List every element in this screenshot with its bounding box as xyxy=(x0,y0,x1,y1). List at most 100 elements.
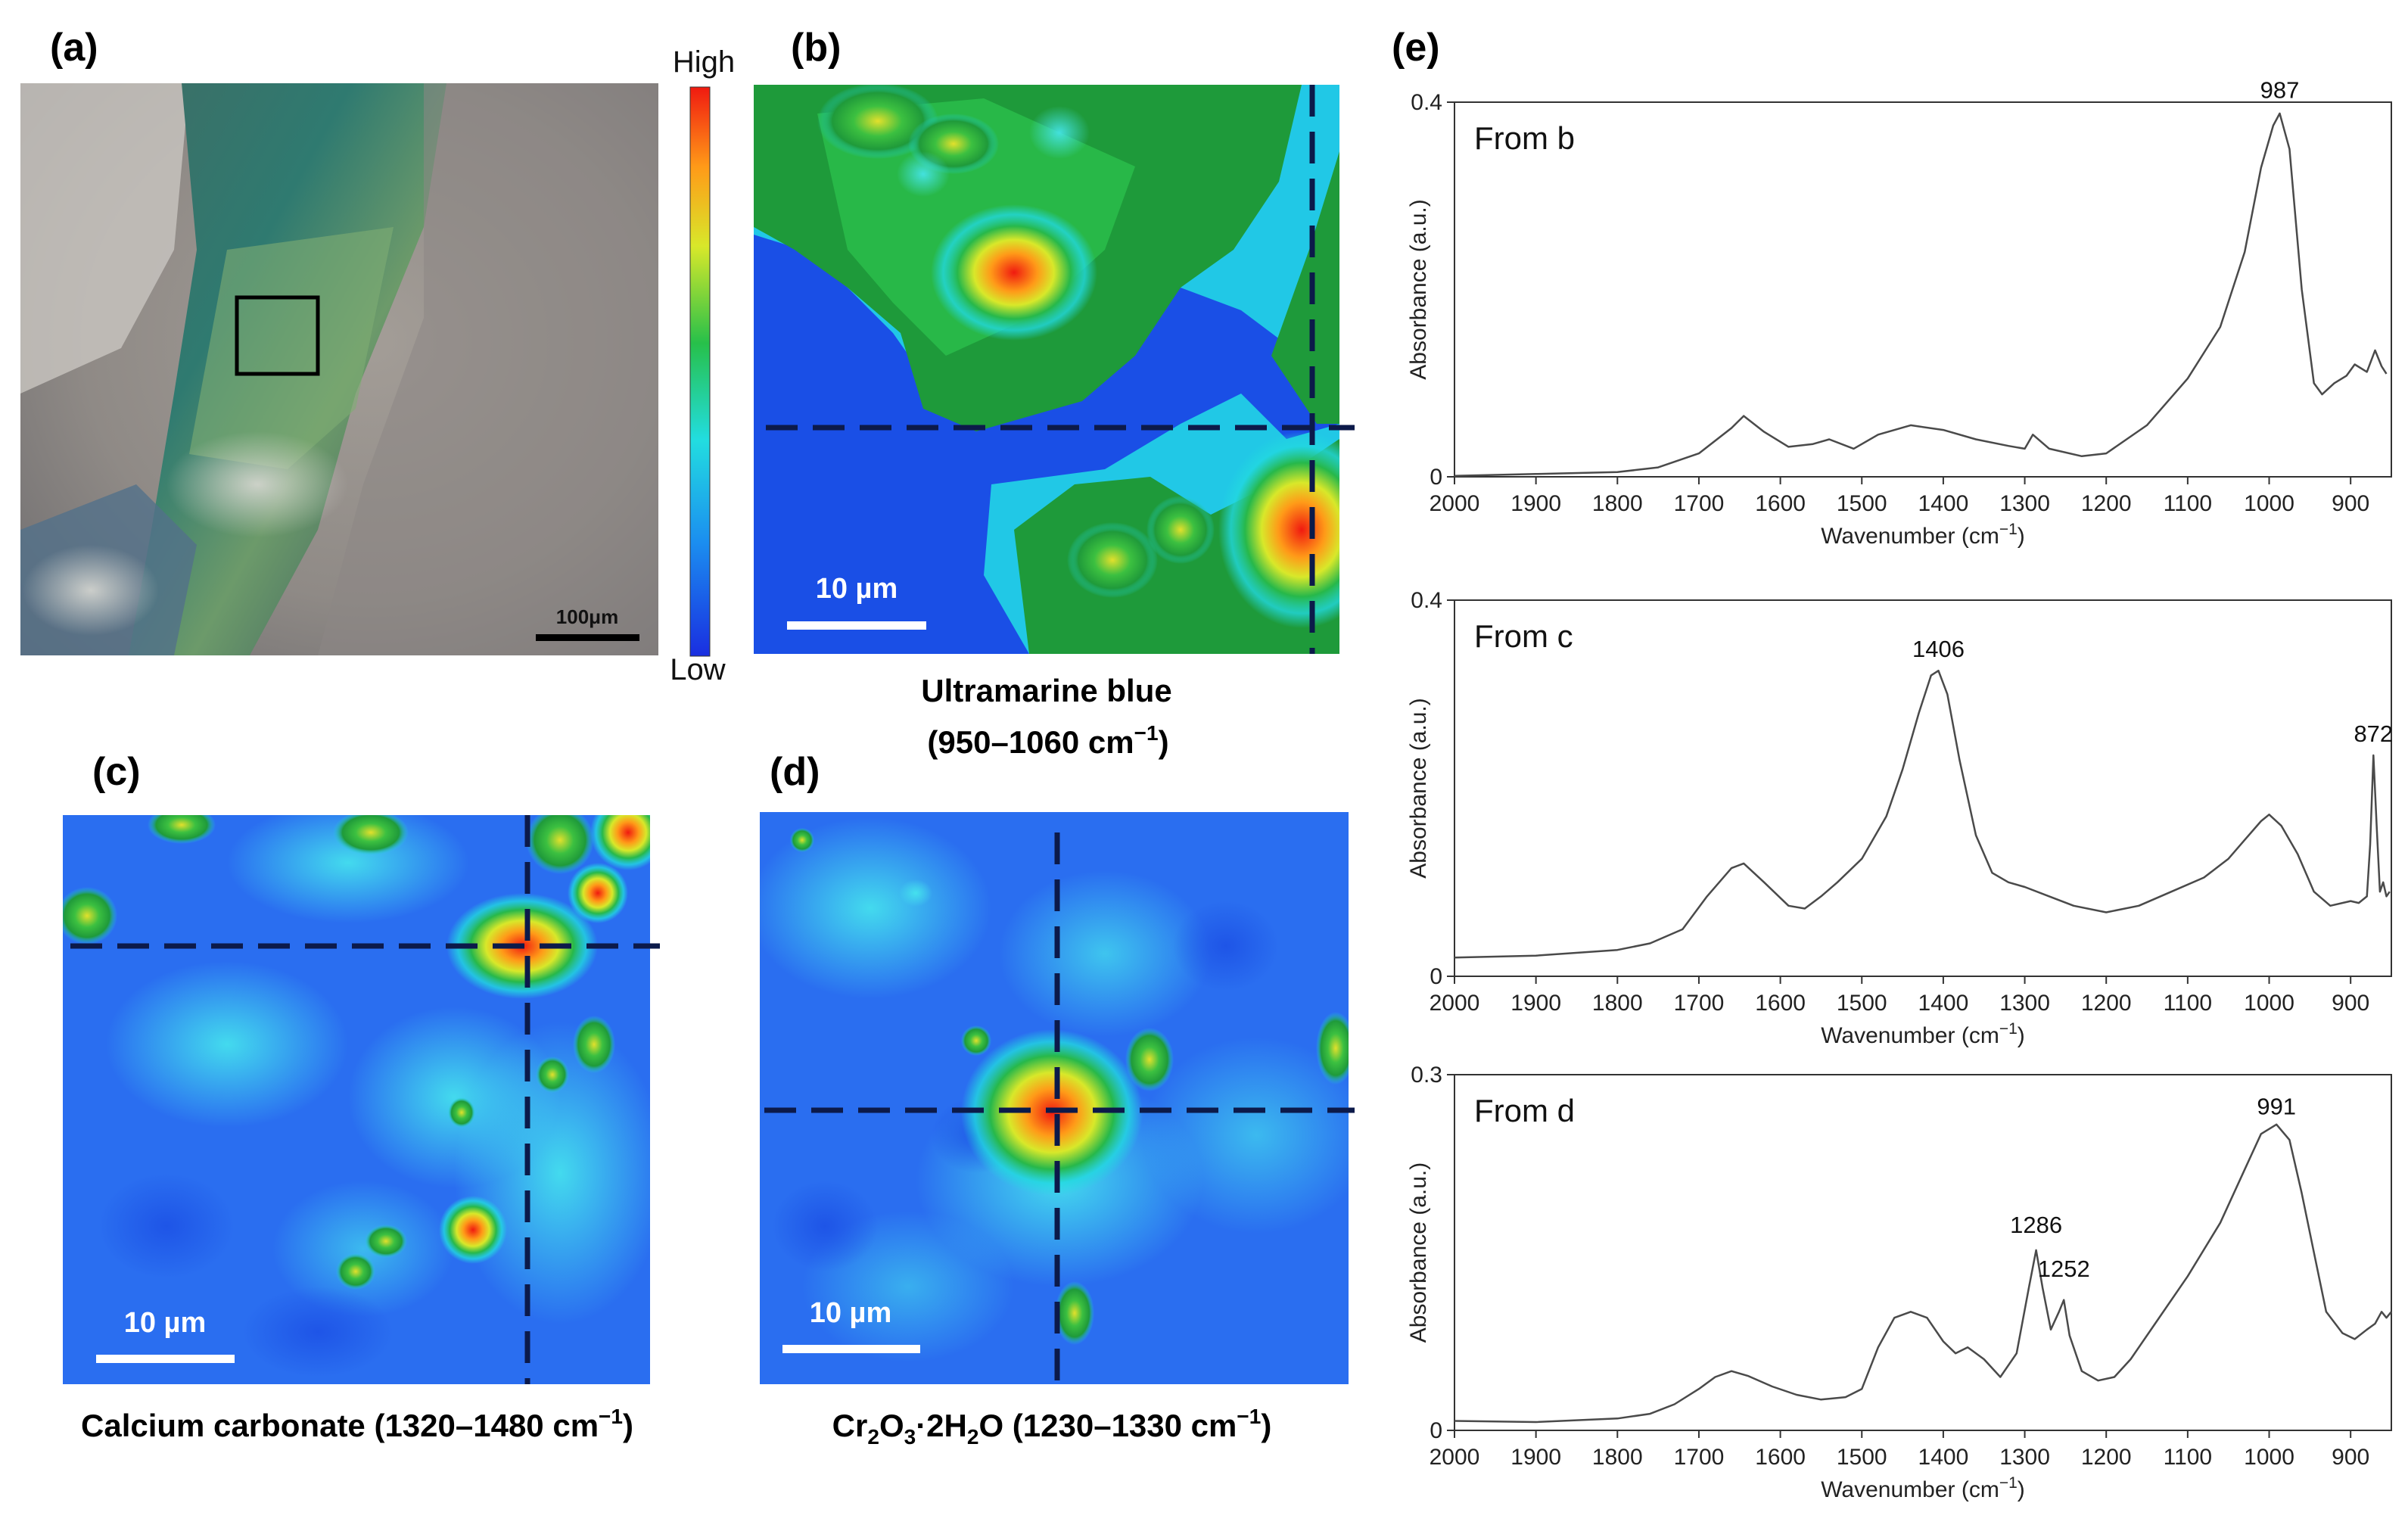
panel-a-scale-bar xyxy=(536,634,639,641)
spectrum-0-xtick-label-9: 1100 xyxy=(2164,491,2213,516)
spectrum-2-xtick-label-3: 1700 xyxy=(1674,1445,1725,1470)
spectrum-1-xtick-label-6: 1400 xyxy=(1918,991,1969,1016)
spectrum-2-spectrum-line xyxy=(1454,1123,2392,1424)
spectrum-2-xlabel-text: Wavenumber (cm xyxy=(1821,1477,1999,1502)
panel-b-caption-line2: (950–1060 cm−1) xyxy=(927,721,1168,760)
panel-d-caption-exponent: −1 xyxy=(1237,1405,1261,1428)
spectrum-1-plot-frame xyxy=(1454,599,2392,977)
spectrum-2-ytick-label-1: 0.3 xyxy=(1411,1063,1442,1088)
spectrum-1-xlabel-text: Wavenumber (cm xyxy=(1821,1023,1999,1048)
panel-b-caption-line1: Ultramarine blue xyxy=(921,673,1171,708)
panel-d-caption-sub1: 2 xyxy=(867,1425,879,1449)
spectrum-2-plot-frame xyxy=(1454,1074,2392,1431)
spectrum-2-xtick-label-7: 1300 xyxy=(1999,1445,2050,1470)
spectrum-2-xtick-label-1: 1900 xyxy=(1510,1445,1561,1470)
spectrum-1-ylabel: Absorbance (a.u.) xyxy=(1406,698,1431,878)
panel-d-caption-close: ) xyxy=(1261,1408,1271,1443)
spectrum-2-peak-label-1: 1286 xyxy=(2010,1212,2062,1238)
spectrum-2-xlabel: Wavenumber (cm−1) xyxy=(1821,1474,2025,1502)
panel-d-caption-h: ·2H xyxy=(916,1408,967,1443)
spectrum-1-xtick-label-5: 1500 xyxy=(1837,991,1887,1016)
spectrum-0-xlabel-exponent: −1 xyxy=(1999,521,2018,538)
spectrum-1-xtick-label-11: 900 xyxy=(2332,991,2369,1016)
spectrum-0-xtick-label-10: 1000 xyxy=(2244,491,2294,516)
spectrum-1-xlabel-close: ) xyxy=(2018,1023,2025,1048)
spectrum-0-xtick-label-2: 1800 xyxy=(1592,491,1643,516)
spectrum-2-xtick-label-9: 1100 xyxy=(2164,1445,2213,1470)
spectrum-0-ytick-label-1: 0.4 xyxy=(1411,90,1442,115)
spectrum-1-ytick-label-0: 0 xyxy=(1430,964,1442,989)
spectrum-1-xtick-label-10: 1000 xyxy=(2244,991,2294,1016)
spectrum-0-xtick-label-5: 1500 xyxy=(1837,491,1887,516)
spectrum-0-source-label: From b xyxy=(1474,120,1575,156)
spectrum-1-xtick-label-7: 1300 xyxy=(1999,991,2050,1016)
panel-d-caption-o: O xyxy=(879,1408,904,1443)
spectrum-2-xtick-label-2: 1800 xyxy=(1592,1445,1643,1470)
spectrum-2-peak-label-0: 991 xyxy=(2257,1094,2296,1120)
spectrum-1-xtick-label-2: 1800 xyxy=(1592,991,1643,1016)
colorbar-high-label: High xyxy=(673,45,735,79)
microscope-image xyxy=(20,83,658,655)
spectrum-1-xlabel: Wavenumber (cm−1) xyxy=(1821,1020,2025,1048)
chromium-oxide-map xyxy=(760,812,1349,1384)
spectrum-0-peak-label-0: 987 xyxy=(2260,76,2300,103)
colorbar-low-label: Low xyxy=(670,653,725,686)
spectrum-0-ylabel: Absorbance (a.u.) xyxy=(1406,199,1431,379)
spectrum-chart-from-b: 2000 1900 1800 1700 1600 1500 1400 1300 1200 1100… xyxy=(1406,76,2392,549)
spectrum-1-xtick-label-9: 1100 xyxy=(2164,991,2213,1016)
panel-d-scale-bar xyxy=(782,1345,920,1353)
spectrum-chart-from-d: 2000 1900 1800 1700 1600 1500 1400 1300 1200 1100… xyxy=(1406,1063,2392,1502)
panel-b-scale-label: 10 µm xyxy=(816,573,898,605)
panel-e-letter: (e) xyxy=(1392,26,1440,70)
panel-c-scale-bar xyxy=(96,1355,235,1363)
spectrum-2-xtick-label-11: 900 xyxy=(2332,1445,2369,1470)
spectrum-1-xtick-label-3: 1700 xyxy=(1674,991,1725,1016)
spectrum-1-source-label: From c xyxy=(1474,618,1573,654)
spectrum-0-xtick-label-1: 1900 xyxy=(1510,491,1561,516)
ultramarine-map xyxy=(754,85,1339,654)
panel-a-letter: (a) xyxy=(50,26,98,70)
spectrum-1-xtick-label-8: 1200 xyxy=(2081,991,2132,1016)
panel-c-caption-exponent: −1 xyxy=(599,1405,623,1428)
panel-d-caption-sub2: 3 xyxy=(904,1425,916,1449)
spectrum-0-xtick-label-4: 1600 xyxy=(1755,491,1806,516)
spectrum-0-xtick-label-0: 2000 xyxy=(1430,491,1480,516)
spectrum-0-plot-frame xyxy=(1454,101,2392,478)
panel-d-caption: Cr2O3·2H2O (1230–1330 cm−1) xyxy=(832,1405,1272,1449)
panel-d-caption-range: O (1230–1330 cm xyxy=(978,1408,1237,1443)
panel-c-caption: Calcium carbonate (1320–1480 cm−1) xyxy=(81,1405,633,1443)
spectrum-0-xlabel-close: ) xyxy=(2018,524,2025,549)
panel-a-scale-label: 100μm xyxy=(556,605,618,628)
panel-b-letter: (b) xyxy=(791,26,841,70)
spectrum-0-xlabel-text: Wavenumber (cm xyxy=(1821,524,1999,549)
panel-c-caption-close: ) xyxy=(623,1408,633,1443)
spectrum-0-xtick-label-6: 1400 xyxy=(1918,491,1969,516)
panel-b-caption-close: ) xyxy=(1159,724,1169,760)
panel-c-letter: (c) xyxy=(92,750,141,794)
panel-b-caption-exponent: −1 xyxy=(1134,721,1159,745)
panel-d-scale-label: 10 µm xyxy=(810,1297,892,1329)
spectrum-2-xtick-label-4: 1600 xyxy=(1755,1445,1806,1470)
spectrum-1-xtick-label-4: 1600 xyxy=(1755,991,1806,1016)
spectrum-2-xtick-label-0: 2000 xyxy=(1430,1445,1480,1470)
panel-b-caption-range: (950–1060 cm xyxy=(927,724,1134,760)
spectrum-0-xtick-label-11: 900 xyxy=(2332,491,2369,516)
panel-c-scale-label: 10 µm xyxy=(124,1307,207,1339)
region-of-interest-box xyxy=(235,295,320,376)
spectrum-1-xlabel-exponent: −1 xyxy=(1999,1020,2018,1038)
spectrum-2-xtick-label-10: 1000 xyxy=(2244,1445,2294,1470)
spectrum-2-xtick-label-6: 1400 xyxy=(1918,1445,1969,1470)
spectrum-2-xlabel-close: ) xyxy=(2018,1477,2025,1502)
spectrum-1-ytick-label-1: 0.4 xyxy=(1411,588,1442,613)
spectrum-2-xtick-label-5: 1500 xyxy=(1837,1445,1887,1470)
spectrum-0-xtick-label-7: 1300 xyxy=(1999,491,2050,516)
spectrum-chart-from-c: 2000 1900 1800 1700 1600 1500 1400 1300 1200 1100… xyxy=(1406,588,2393,1048)
spectrum-0-ytick-label-0: 0 xyxy=(1430,465,1442,490)
spectrum-1-spectrum-line xyxy=(1454,669,2391,959)
calcium-carbonate-map xyxy=(63,815,650,1384)
spectrum-2-xtick-label-8: 1200 xyxy=(2081,1445,2132,1470)
panel-b-scale-bar xyxy=(787,621,926,630)
spectrum-2-ytick-label-0: 0 xyxy=(1430,1418,1442,1443)
panel-d-caption-sub3: 2 xyxy=(967,1425,979,1449)
